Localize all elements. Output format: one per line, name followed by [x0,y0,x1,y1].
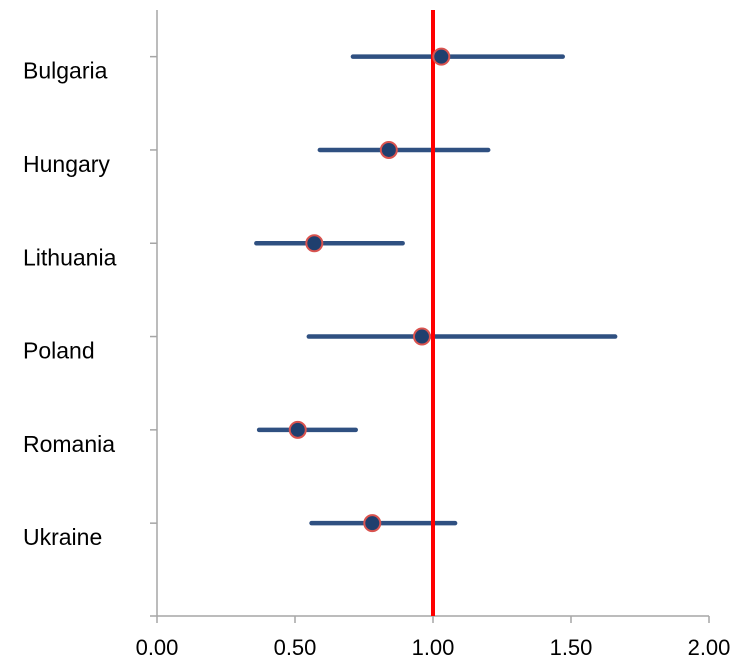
x-tick-labels: 0.00 0.50 1.00 1.50 2.00 [136,635,731,660]
x-tick-label: 0.50 [274,635,317,660]
y-axis-ticks [150,55,157,617]
x-tick-label: 1.00 [412,635,455,660]
category-label-poland: Poland [23,338,95,364]
point-estimates [288,47,451,533]
category-label-bulgaria: Bulgaria [23,58,108,84]
category-label-hungary: Hungary [23,151,110,177]
point-lithuania [305,234,324,253]
category-labels: Bulgaria Hungary Lithuania Poland Romania Ukr… [23,58,117,551]
point-romania [288,420,307,439]
point-bulgaria [432,47,451,66]
x-tick-label: 1.50 [550,635,593,660]
category-label-romania: Romania [23,431,115,457]
category-label-lithuania: Lithuania [23,244,117,270]
x-tick-label: 0.00 [136,635,179,660]
x-tick-label: 2.00 [688,635,731,660]
point-hungary [379,140,398,159]
x-axis-ticks [156,616,710,623]
point-ukraine [363,514,382,533]
confidence-intervals [254,54,618,526]
point-poland [412,327,431,346]
category-label-ukraine: Ukraine [23,524,102,550]
